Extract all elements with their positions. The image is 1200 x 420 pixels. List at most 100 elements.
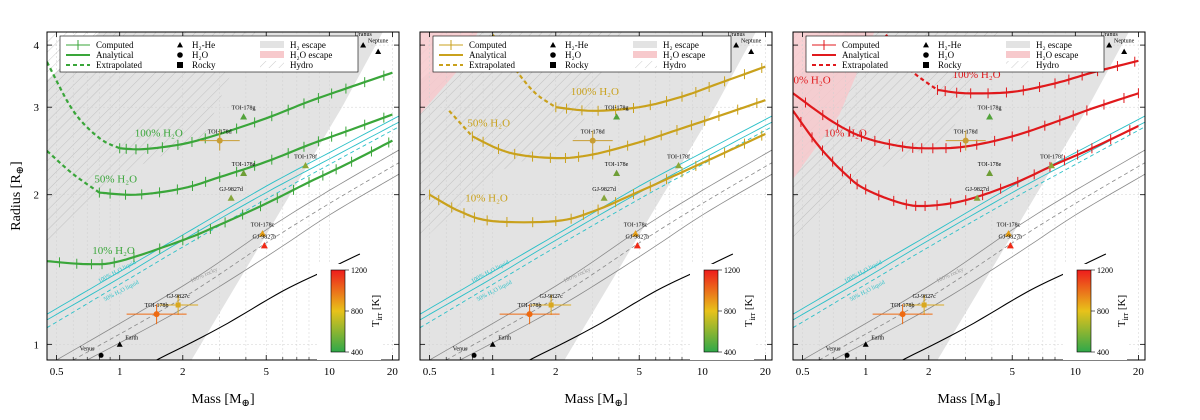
planet-marker <box>260 242 268 249</box>
planet-label: TOI-178e <box>978 162 1002 168</box>
series-extrapolated-line <box>47 150 101 194</box>
planet-label: GJ-9827c <box>912 294 936 300</box>
colorbar-tick-label: 800 <box>351 307 363 316</box>
legend-rocky-label: Rocky <box>565 60 589 70</box>
legend-hydro-swatch <box>1006 61 1030 68</box>
planet-label: TOI-178c <box>251 223 275 229</box>
legend-analytical-label: Analytical <box>96 50 134 60</box>
solar-marker <box>375 48 382 55</box>
colorbar-tick-label: 400 <box>1097 348 1109 357</box>
solar-marker <box>98 352 104 358</box>
legend-rocky-marker <box>177 62 183 68</box>
planet-marker <box>258 230 266 237</box>
solar-venus: Venus <box>826 346 850 358</box>
axes-frame <box>419 31 773 361</box>
planet-label: GJ-9827d <box>219 187 243 193</box>
legend-h2o-label: H₂O <box>565 50 582 60</box>
planet-label: TOI-178d <box>954 130 978 136</box>
planet-label: GJ-9827b <box>626 235 650 241</box>
liquid-water-line <box>420 121 772 321</box>
planet-marker <box>589 137 596 144</box>
planet-label: TOI-178d <box>581 130 605 136</box>
series-label: 10% H₂O <box>465 193 508 205</box>
colorbar-tick-label: 1200 <box>351 266 367 275</box>
y-tick-label: 3 <box>34 102 40 114</box>
x-tick-label: 0.5 <box>50 366 64 378</box>
legend-box <box>805 35 1105 73</box>
colorbar-bg <box>1063 264 1127 360</box>
solar-venus: Venus <box>453 346 477 358</box>
y-tick-label: 1 <box>34 339 40 351</box>
legend-h2esc-swatch <box>1006 41 1030 48</box>
legend-rocky-label: Rocky <box>938 60 962 70</box>
planet-toi-178f: TOI-178f <box>667 153 690 169</box>
planet-label: GJ-9827b <box>253 235 277 241</box>
planet-toi-178d: TOI-178d <box>945 130 986 151</box>
x-tick-label: 5 <box>263 366 269 378</box>
solar-marker <box>489 341 496 347</box>
planet-marker <box>548 302 554 308</box>
solar-label: Neptune <box>1114 39 1135 45</box>
planet-marker <box>1004 230 1012 237</box>
composition-line <box>802 149 1145 360</box>
planet-label: GJ-9827c <box>539 294 563 300</box>
series-2: 50% H₂O <box>47 112 393 200</box>
planet-toi-178g: TOI-178g <box>978 106 1002 120</box>
legend-h2esc-label: H₂ escape <box>290 40 326 50</box>
planet-marker <box>613 169 621 176</box>
x-tick-label: 0.5 <box>423 366 437 378</box>
liquid-water-line <box>793 121 1145 321</box>
legend-h2esc-label: H₂ escape <box>663 40 699 50</box>
solar-label: Earth <box>498 335 511 341</box>
planet-label: TOI-178d <box>208 130 232 136</box>
planet-label: TOI-178c <box>624 223 648 229</box>
legend-h2oesc-swatch <box>1006 51 1030 58</box>
series-label: 10% H₂O <box>92 245 135 257</box>
solar-neptune: Neptune <box>741 39 762 55</box>
series-3: 10% H₂O <box>47 137 393 270</box>
planet-marker <box>675 161 683 169</box>
series-analytical-line <box>793 110 1139 208</box>
colorbar-label: Tirr [K] <box>1116 295 1130 327</box>
planet-toi-178e: TOI-178e <box>232 162 256 176</box>
x-tick-label: 10 <box>324 366 336 378</box>
solar-marker <box>116 341 123 347</box>
solar-uranus: Uranus <box>727 32 745 48</box>
solar-uranus: Uranus <box>1100 32 1118 48</box>
planet-marker <box>175 302 181 308</box>
planet-label: GJ-9827c <box>166 294 190 300</box>
planet-label: TOI-178b <box>145 303 169 309</box>
y-tick-label: 2 <box>34 190 40 202</box>
planet-marker <box>973 194 981 201</box>
series-analytical-line <box>555 65 766 112</box>
colorbar-tick-label: 800 <box>1097 307 1109 316</box>
colorbar <box>703 269 719 353</box>
planet-label: TOI-178e <box>232 162 256 168</box>
legend-computed-label: Computed <box>842 40 880 50</box>
x-tick-label: 1 <box>863 366 869 378</box>
planet-toi-178g: TOI-178g <box>605 106 629 120</box>
legend-h2he-marker <box>177 42 183 48</box>
solar-label: Uranus <box>727 32 745 38</box>
axes-frame <box>46 31 400 361</box>
planet-marker <box>921 302 927 308</box>
series-2: 50% H₂O <box>793 74 1139 154</box>
liquid-water-line <box>793 115 1145 315</box>
legend-hydro-label: Hydro <box>290 60 313 70</box>
legend-h2o-marker <box>177 52 183 58</box>
composition-line <box>819 162 1145 360</box>
legend-box <box>59 35 359 73</box>
planet-label: GJ-9827b <box>999 235 1023 241</box>
planet-gj-9827b: GJ-9827b <box>253 235 277 249</box>
x-axis-label-left: Mass [M⊕] <box>191 392 254 409</box>
planet-toi-178c: TOI-178c <box>251 223 275 237</box>
series-extrapolated-line <box>448 110 474 138</box>
legend-h2he-marker <box>923 42 929 48</box>
solar-label: Neptune <box>368 39 389 45</box>
solar-marker <box>748 48 755 55</box>
planet-toi-178d: TOI-178d <box>572 130 613 151</box>
planet-gj-9827d: GJ-9827d <box>219 187 243 201</box>
series-2: 50% H₂O <box>448 98 766 164</box>
